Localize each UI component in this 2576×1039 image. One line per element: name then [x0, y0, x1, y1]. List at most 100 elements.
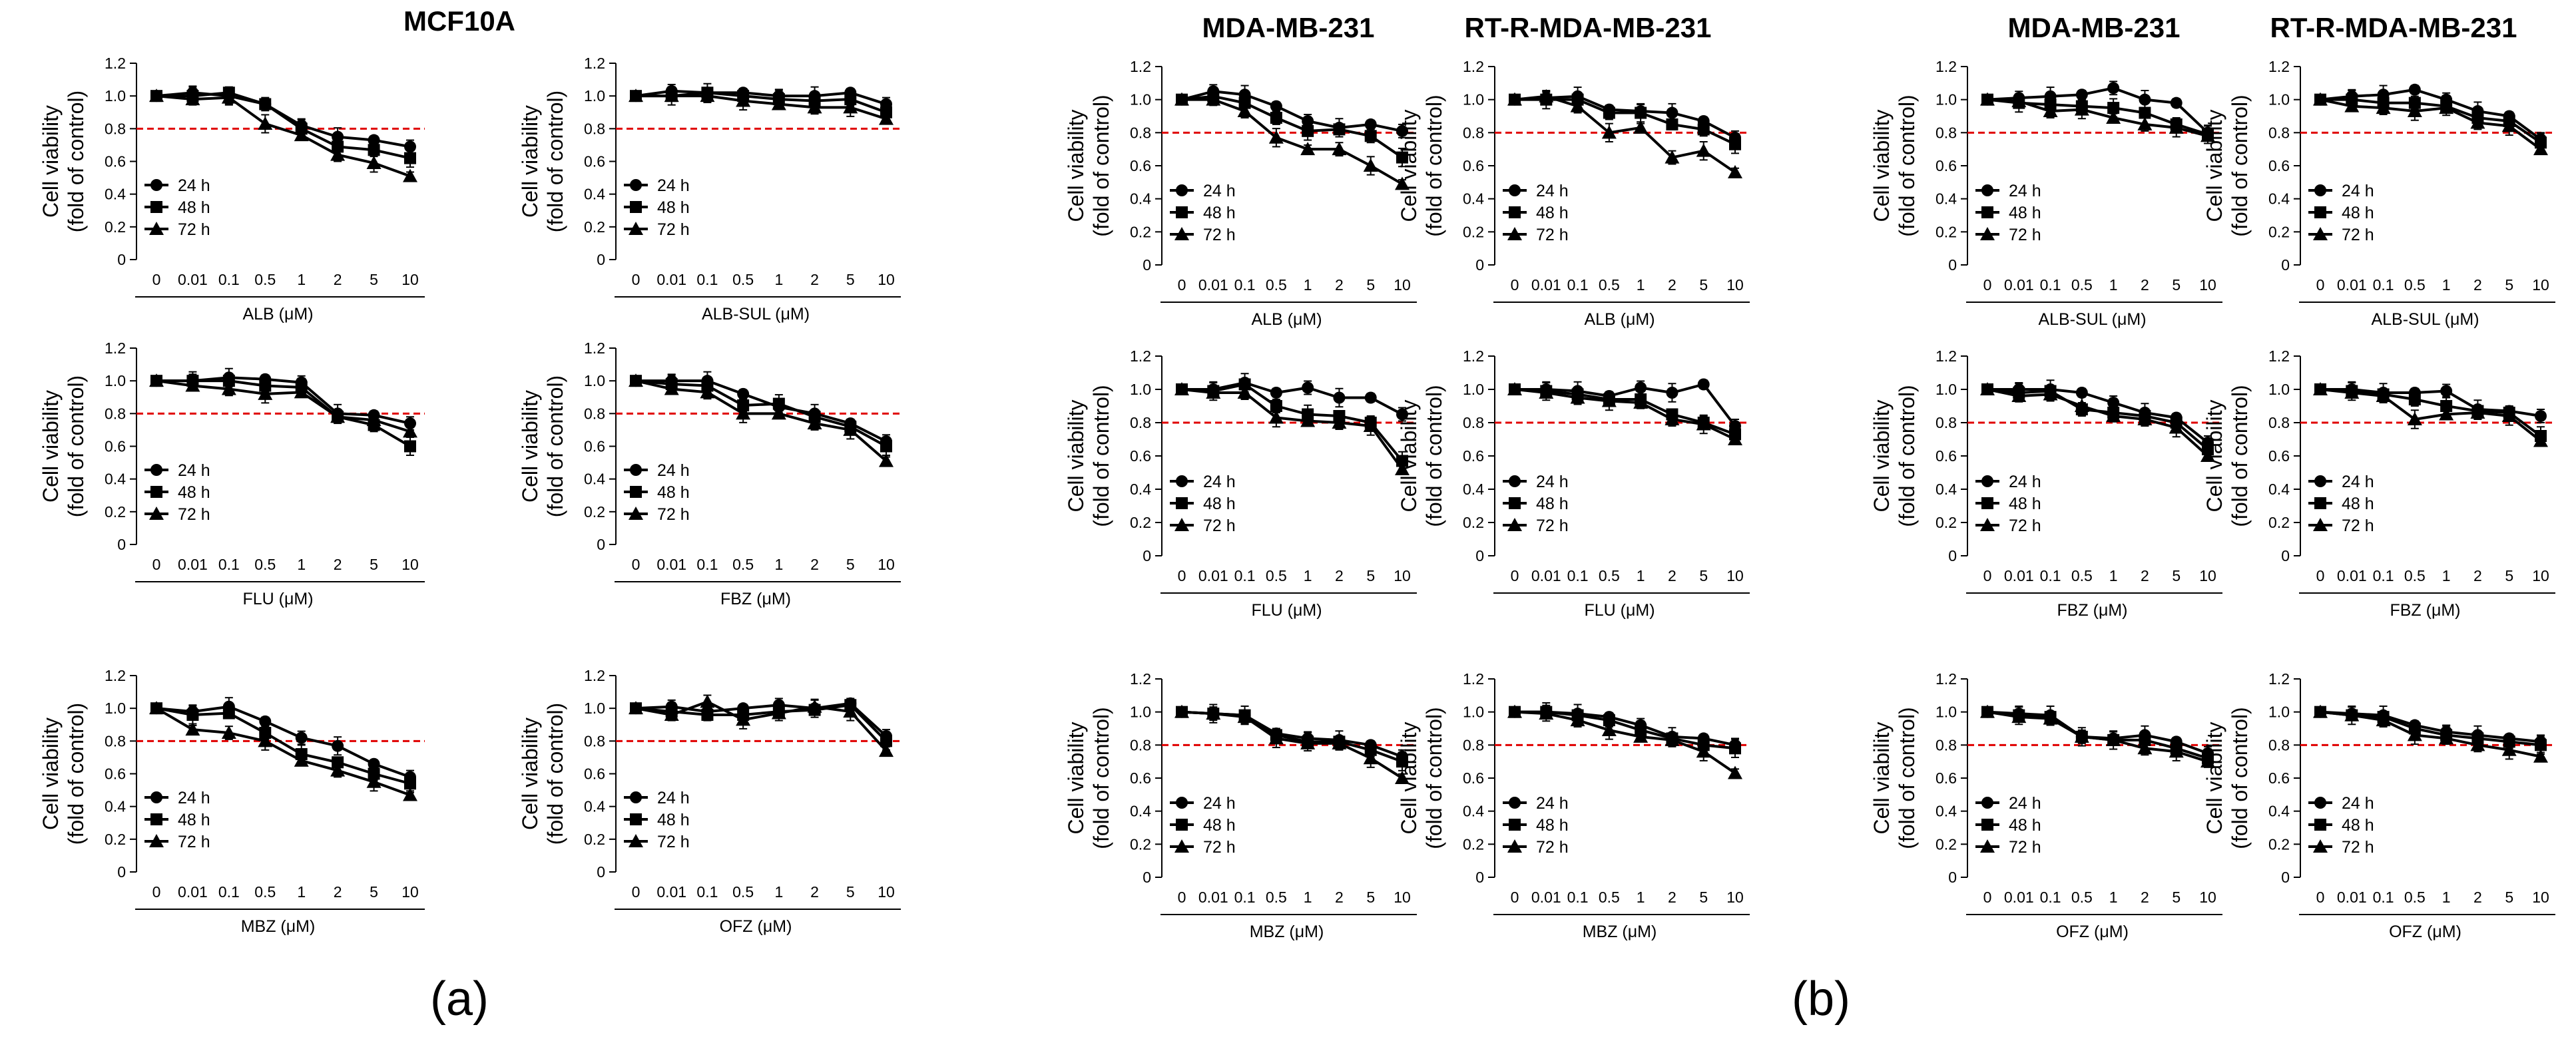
y-axis-subtitle: (fold of control) — [64, 91, 88, 232]
x-tick-label: 0.1 — [696, 556, 718, 573]
data-point — [1980, 92, 1995, 106]
x-tick-label: 2 — [810, 883, 819, 901]
y-tick-label: 0.4 — [584, 471, 605, 488]
x-tick-label: 0.01 — [1198, 567, 1228, 584]
data-point — [2137, 741, 2153, 755]
legend-marker — [630, 464, 642, 476]
data-point — [629, 701, 643, 715]
data-point — [772, 397, 785, 410]
series-line — [1182, 98, 1404, 186]
data-point — [1300, 735, 1316, 749]
x-tick-label: 2 — [334, 271, 342, 288]
data-point — [843, 704, 858, 718]
series-line — [636, 95, 887, 120]
legend-label: 48 h — [1536, 816, 1569, 835]
data-point — [2533, 142, 2548, 156]
data-point — [1396, 408, 1408, 421]
x-tick-label: 10 — [2532, 276, 2549, 294]
data-point — [259, 98, 272, 110]
y-axis-subtitle: (fold of control) — [1422, 385, 1446, 526]
data-point — [2313, 92, 2328, 106]
y-tick-label: 0.6 — [1130, 157, 1151, 174]
y-tick-label: 1.0 — [105, 372, 126, 389]
y-tick-label: 0.2 — [105, 503, 126, 520]
data-point — [1665, 412, 1680, 425]
data-point — [2137, 116, 2153, 130]
y-tick-label: 0.2 — [584, 218, 605, 236]
data-point — [2139, 93, 2151, 106]
legend-label: 72 h — [1536, 838, 1569, 857]
y-tick-label: 1.0 — [1935, 704, 1957, 721]
legend-label: 24 h — [178, 789, 210, 807]
x-axis-label: OFZ (μM) — [720, 917, 792, 936]
x-tick-label: 1 — [2442, 567, 2451, 584]
y-tick-label: 0.8 — [1130, 414, 1151, 431]
data-point — [736, 406, 751, 420]
data-point — [1268, 731, 1284, 745]
data-point — [1238, 378, 1251, 391]
legend-marker — [2314, 797, 2326, 809]
data-point — [1539, 706, 1554, 720]
series-line — [1987, 710, 2208, 763]
y-axis-subtitle: (fold of control) — [1895, 95, 1919, 236]
series-72-h — [2313, 704, 2548, 763]
group-title-mda-mb-231-second: MDA-MB-231 — [2007, 12, 2180, 43]
data-point — [2470, 115, 2485, 129]
data-point — [2440, 400, 2453, 412]
legend-label: 72 h — [2342, 226, 2374, 244]
data-point — [258, 386, 273, 400]
chart-10: 0 0.2 0.4 0.6 0.8 1.0 1.2 Cell viability (fold o… — [2202, 58, 2555, 329]
data-point — [1696, 417, 1711, 431]
x-tick-label: 0.01 — [1531, 889, 1561, 906]
x-tick-label: 10 — [2199, 567, 2216, 584]
x-tick-label: 0.5 — [254, 883, 276, 901]
data-point — [2408, 393, 2421, 405]
y-axis-title: Cell viability — [518, 390, 542, 503]
legend-label: 72 h — [2009, 517, 2041, 535]
x-tick-label: 0.5 — [1599, 567, 1620, 584]
y-tick-label: 0.2 — [584, 503, 605, 520]
y-tick-label: 0.6 — [2268, 447, 2290, 465]
y-tick-label: 1.2 — [1130, 670, 1151, 688]
x-tick-label: 2 — [1335, 567, 1344, 584]
x-tick-label: 0 — [632, 556, 641, 573]
x-tick-label: 5 — [2172, 276, 2181, 294]
y-axis-title: Cell viability — [518, 718, 542, 830]
legend-marker — [1507, 227, 1522, 240]
x-tick-label: 1 — [774, 883, 783, 901]
x-tick-label: 0 — [152, 556, 161, 573]
x-tick-label: 5 — [846, 556, 855, 573]
data-point — [2439, 407, 2454, 421]
data-point — [1539, 89, 1554, 103]
y-tick-label: 1.2 — [584, 667, 605, 684]
legend-marker — [150, 201, 162, 213]
data-point — [1728, 164, 1742, 178]
y-axis-title: Cell viability — [1064, 722, 1088, 835]
data-point — [149, 373, 164, 387]
charts-layer: 0 0.2 0.4 0.6 0.8 1.0 1.2 Cell viability (fold o… — [39, 55, 2555, 941]
data-point — [1507, 92, 1522, 106]
y-tick-label: 0.6 — [1130, 447, 1151, 465]
data-point — [2169, 120, 2184, 134]
x-tick-label: 0.1 — [2040, 889, 2061, 906]
x-tick-label: 0.01 — [2337, 889, 2367, 906]
data-point — [1206, 92, 1221, 106]
y-tick-label: 0.8 — [2268, 736, 2290, 753]
data-point — [1396, 755, 1408, 768]
x-tick-label: 2 — [2141, 567, 2149, 584]
series-line — [156, 95, 411, 178]
series-line — [155, 707, 411, 797]
y-tick-label: 1.2 — [1463, 347, 1484, 365]
series-line — [2320, 710, 2541, 758]
x-tick-label: 10 — [1726, 276, 1744, 294]
data-point — [629, 89, 643, 103]
legend-marker — [1507, 839, 1522, 853]
data-point — [2535, 739, 2547, 751]
data-point — [2139, 733, 2151, 746]
y-tick-label: 0.4 — [584, 186, 605, 203]
legend-label: 24 h — [657, 789, 690, 807]
y-axis-subtitle: (fold of control) — [64, 375, 88, 517]
legend-marker — [149, 834, 164, 847]
x-tick-label: 0.5 — [254, 556, 276, 573]
